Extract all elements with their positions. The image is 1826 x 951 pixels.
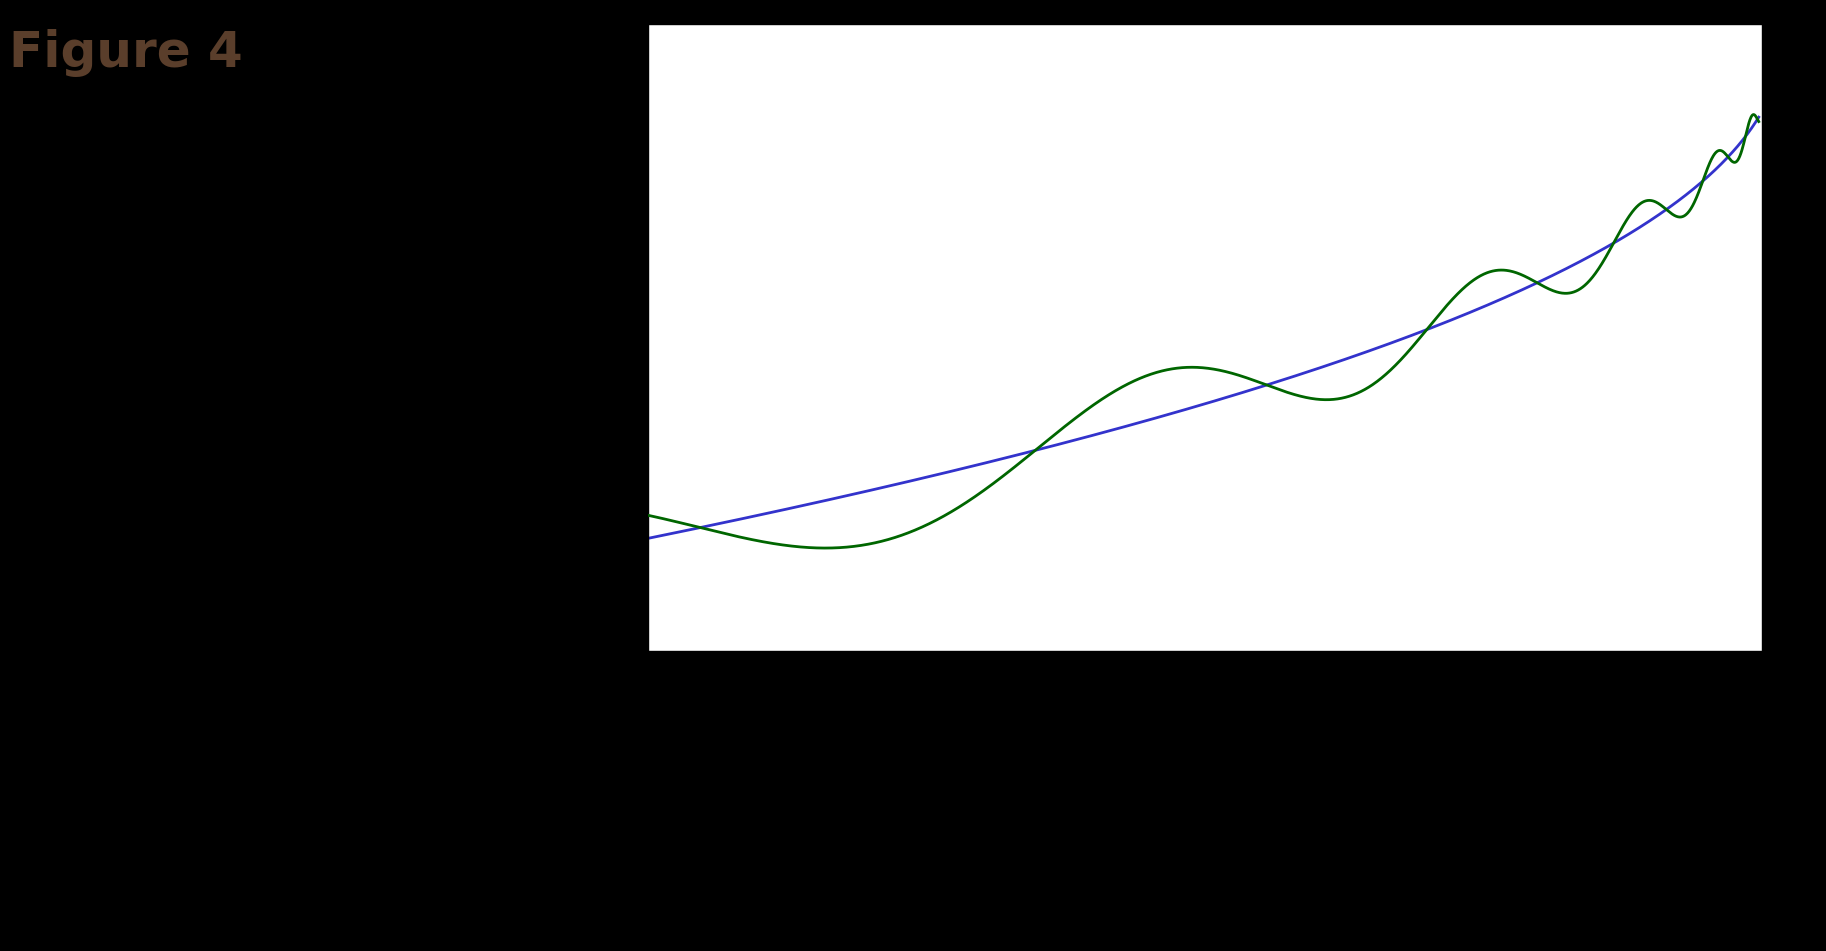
- X-axis label: time: time: [1180, 685, 1231, 705]
- Text: Figure 4: Figure 4: [9, 29, 243, 76]
- Y-axis label: log(price): log(price): [579, 291, 599, 384]
